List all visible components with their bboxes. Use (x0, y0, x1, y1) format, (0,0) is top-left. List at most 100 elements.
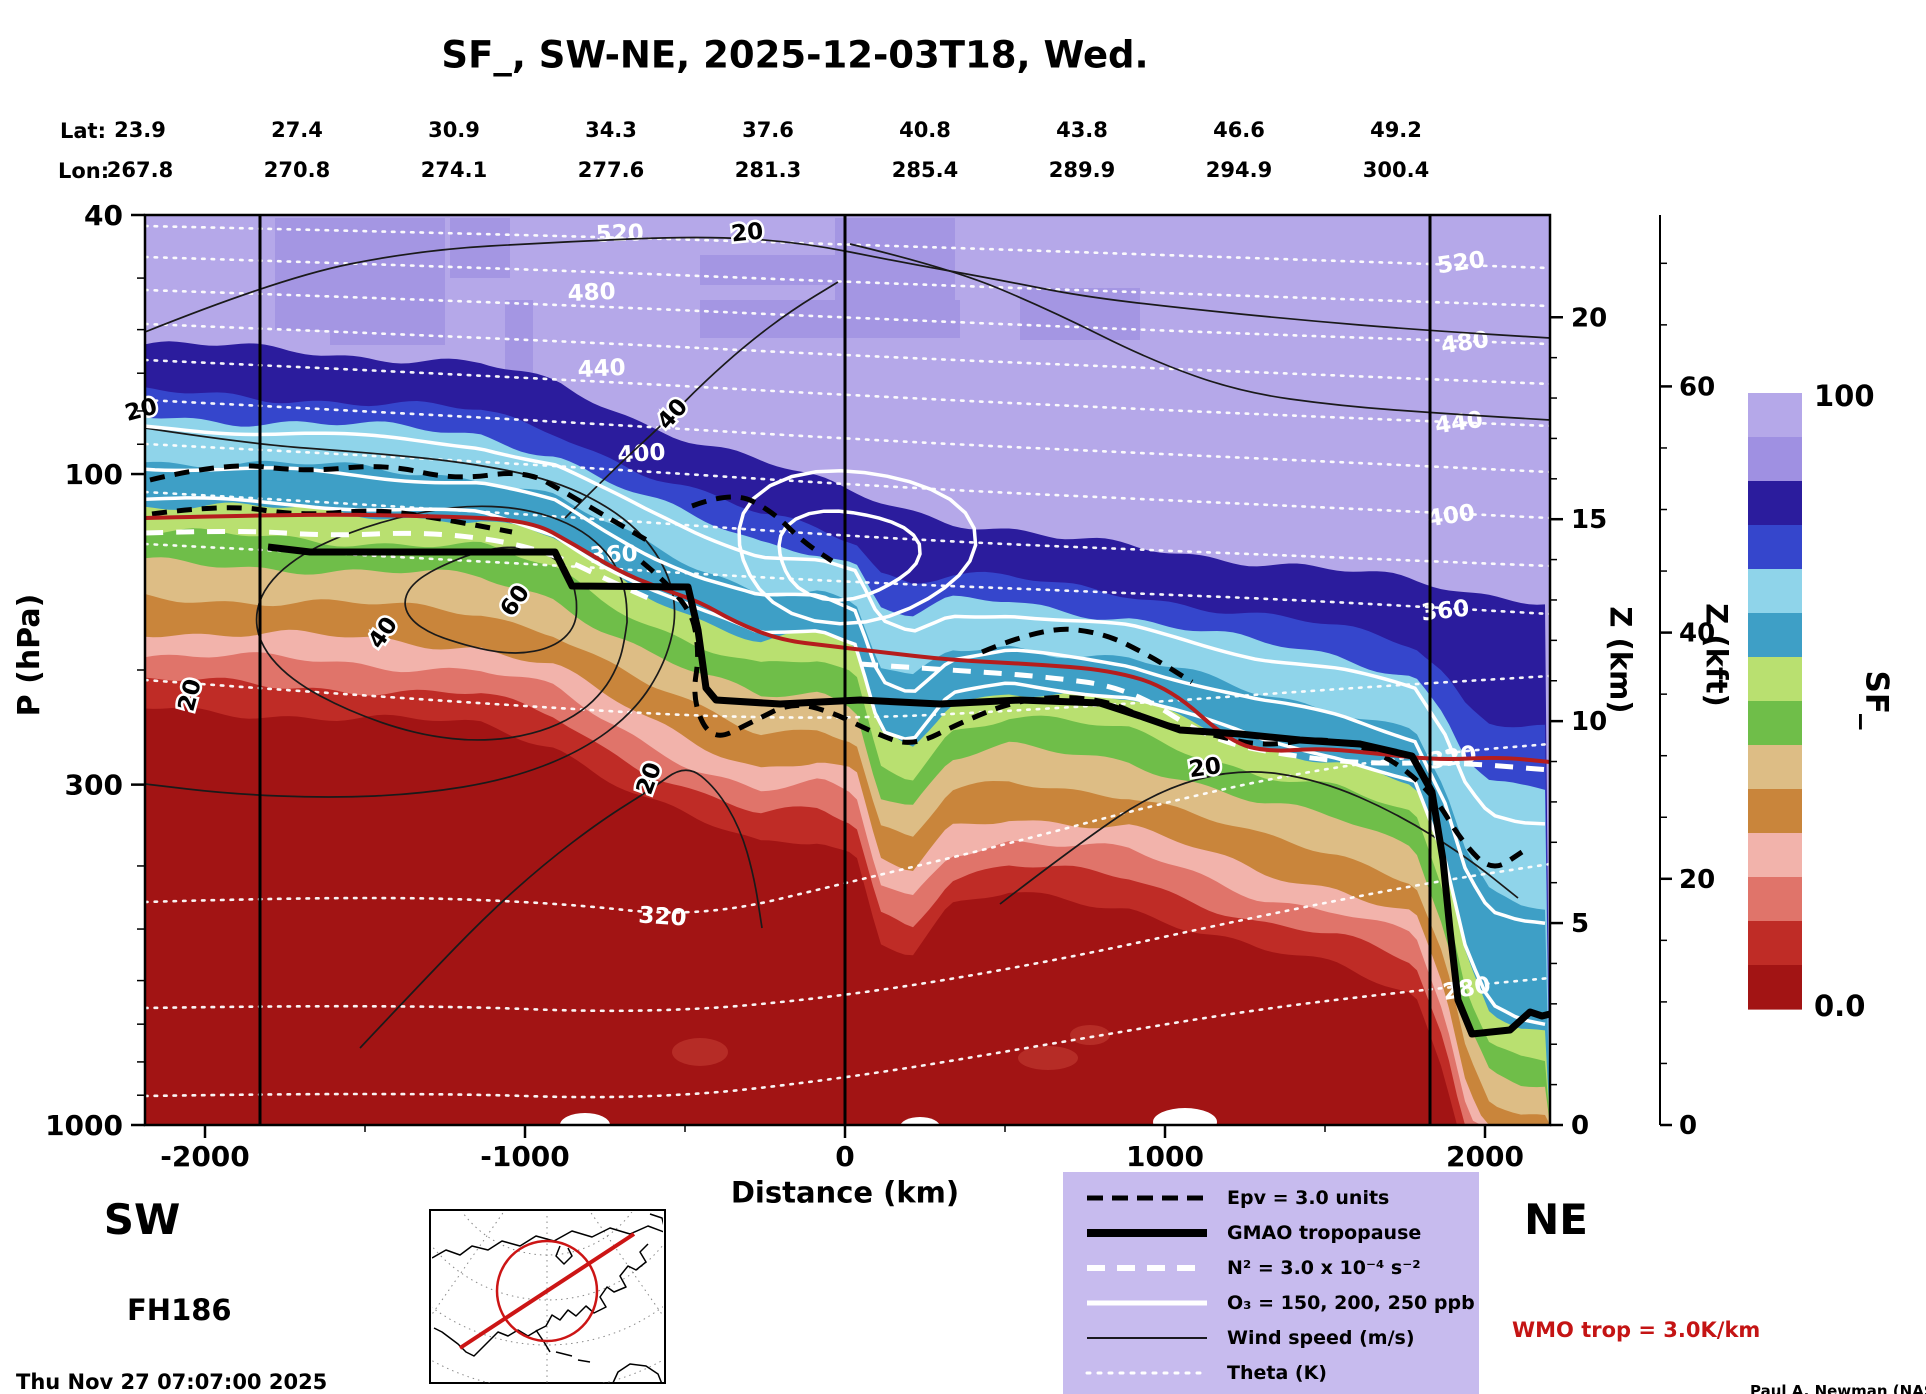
distance-axis: -2000 -1000 0 1000 2000 (160, 1125, 1524, 1173)
theta-contour-420 (145, 398, 1550, 474)
lon-value: 285.4 (892, 158, 958, 182)
lat-value: 40.8 (899, 118, 951, 142)
colorbar-max-label: 100 (1814, 379, 1875, 413)
distance-tick-label: 0 (835, 1140, 854, 1173)
transect-line (458, 1232, 636, 1350)
wind-contours (145, 236, 1550, 1049)
theta-contour-300 (145, 862, 1550, 1013)
colorbar-segment (1748, 569, 1802, 614)
lon-value: 270.8 (264, 158, 330, 182)
ozone-contour-loop (777, 509, 922, 602)
n2-contour (145, 529, 650, 601)
n2-line-sample (1087, 1264, 1207, 1271)
creation-timestamp: Thu Nov 27 07:07:00 2025 (16, 1370, 328, 1394)
thin-cloud-blob (1070, 1025, 1110, 1045)
terrain-notch (900, 1117, 940, 1125)
epv-contour (691, 494, 834, 564)
lon-value: 267.8 (107, 158, 173, 182)
zkft-tick-label: 40 (1679, 619, 1715, 649)
endpoint-sw-label: SW (103, 1195, 181, 1244)
epv-contour (981, 626, 1194, 685)
legend-item-ozone: O₃ = 150, 200, 250 ppb (1063, 1285, 1479, 1320)
legend-item-wind: Wind speed (m/s) (1063, 1320, 1479, 1355)
lat-value: 30.9 (428, 118, 480, 142)
colorbar-segment (1748, 965, 1802, 1010)
lat-value: 46.6 (1213, 118, 1265, 142)
theta-contour-500 (145, 255, 1550, 308)
theta-contour-440 (145, 358, 1550, 428)
ozone-line-sample (1087, 1300, 1207, 1305)
colorbar-segment (1748, 437, 1802, 482)
colorbar-segment (1748, 525, 1802, 570)
map-inset (429, 1209, 666, 1384)
zkm-axis-title: Z (km) (1603, 606, 1638, 714)
distance-tick-label: 2000 (1446, 1140, 1524, 1173)
colorbar-title: SF_ (1858, 670, 1895, 730)
wind-label: 20 (1187, 753, 1222, 783)
zkm-tick-label: 10 (1571, 707, 1607, 737)
fill-bands (145, 215, 1550, 1125)
epv-line-sample (1087, 1195, 1207, 1200)
zkft-tick-label: 60 (1679, 372, 1715, 402)
zkm-axis: 0 5 10 15 20 (1550, 303, 1607, 1141)
colorbar (1748, 393, 1802, 1010)
thin-cloud-blob (1018, 1046, 1078, 1070)
zkft-tick-label: 0 (1679, 1111, 1697, 1141)
theta-line-sample (1085, 1371, 1209, 1374)
reference-lines (258, 215, 1432, 1125)
zkft-axis: 0 20 40 60 (1659, 215, 1715, 1141)
wind-contour-40 (564, 281, 839, 519)
latlon-values: 23.9 27.4 30.9 34.3 37.6 40.8 43.8 46.6 49.2 267.… (107, 118, 1429, 182)
theta-contour-280 (145, 976, 1550, 1099)
lat-row-label: Lat: (60, 119, 106, 143)
tropopause-line-sample (1087, 1228, 1207, 1237)
colorbar-segment (1748, 701, 1802, 746)
lon-value: 274.1 (421, 158, 487, 182)
legend-label: Wind speed (m/s) (1227, 1326, 1415, 1349)
band-lavender-dark-patch (1020, 288, 1140, 340)
wind-contour-20 (145, 236, 1550, 339)
legend-label: Theta (K) (1227, 1361, 1327, 1384)
theta-contour-320 (145, 742, 1550, 914)
legend-label: N² = 3.0 x 10⁻⁴ s⁻² (1227, 1256, 1421, 1279)
wmo-trop-note: WMO trop = 3.0K/km (1512, 1318, 1761, 1342)
pressure-axis-title: P (hPa) (12, 593, 47, 717)
theta-contour-480 (145, 288, 1550, 346)
theta-contour-460 (145, 322, 1550, 386)
colorbar-min-label: 0.0 (1814, 989, 1866, 1023)
zkm-tick-label: 15 (1571, 505, 1607, 535)
forecast-hour-label: FH186 (127, 1293, 232, 1327)
pressure-tick-label: 300 (65, 769, 123, 802)
legend-item-epv: Epv = 3.0 units (1063, 1180, 1479, 1215)
lat-value: 49.2 (1370, 118, 1422, 142)
band-lavender-dark-patch (330, 300, 445, 345)
zkm-tick-label: 0 (1571, 1111, 1589, 1141)
band-lavender-dark-patch (700, 300, 960, 338)
distance-tick-label: -1000 (480, 1140, 570, 1173)
theta-label: 520 (595, 220, 644, 248)
author-credit: Paul A. Newman (NASA (1750, 1382, 1926, 1394)
chart-title: SF_, SW-NE, 2025-12-03T18, Wed. (441, 33, 1149, 77)
lat-value: 37.6 (742, 118, 794, 142)
legend-label: O₃ = 150, 200, 250 ppb (1227, 1291, 1475, 1314)
zkm-tick-label: 5 (1571, 909, 1589, 939)
lon-value: 294.9 (1206, 158, 1272, 182)
thin-cloud-blob (672, 1038, 728, 1066)
legend-label: Epv = 3.0 units (1227, 1186, 1390, 1209)
theta-contour-360 (145, 542, 1550, 616)
pressure-tick-label: 1000 (45, 1109, 123, 1142)
colorbar-segment (1748, 393, 1802, 438)
distance-tick-label: -2000 (160, 1140, 250, 1173)
lon-value: 281.3 (735, 158, 801, 182)
pressure-tick-label: 100 (65, 458, 123, 491)
theta-label: 320 (638, 902, 688, 931)
lat-value: 43.8 (1056, 118, 1108, 142)
theta-label: 360 (1420, 596, 1470, 627)
pressure-tick-label: 40 (84, 199, 123, 232)
zkft-tick-label: 20 (1679, 865, 1715, 895)
wind-contour-20 (145, 427, 676, 798)
colorbar-segment (1748, 745, 1802, 790)
theta-contours (145, 224, 1550, 1099)
